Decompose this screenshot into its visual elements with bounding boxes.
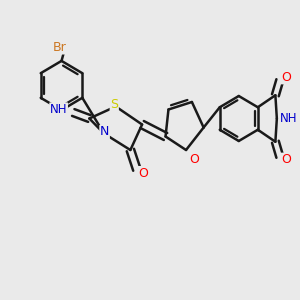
Text: O: O xyxy=(138,167,148,180)
Text: S: S xyxy=(110,98,118,112)
Text: NH: NH xyxy=(280,112,297,125)
Text: N: N xyxy=(100,125,109,139)
Text: O: O xyxy=(189,153,199,166)
Text: Br: Br xyxy=(53,41,67,54)
Text: O: O xyxy=(281,153,291,166)
Text: O: O xyxy=(281,71,291,84)
Text: NH: NH xyxy=(50,103,68,116)
